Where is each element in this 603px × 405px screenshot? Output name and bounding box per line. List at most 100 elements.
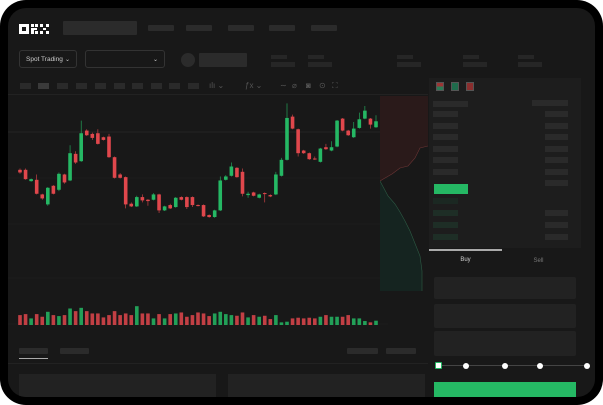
tab-order-history[interactable] (60, 348, 89, 354)
ask-row-price[interactable] (433, 146, 458, 152)
ask-row-price[interactable] (433, 134, 458, 140)
divider (8, 94, 428, 95)
book-asks-view-icon[interactable] (466, 82, 474, 91)
volume-bar (129, 315, 134, 325)
pair-selector[interactable]: ⌄ (85, 50, 165, 68)
amount-input[interactable] (434, 304, 576, 328)
depth-bids (380, 181, 422, 291)
volume-bar (73, 311, 78, 325)
volume-bar (84, 311, 89, 325)
bid-row-price[interactable] (433, 234, 458, 240)
candlestick-chart[interactable] (8, 96, 388, 346)
ask-row-amount[interactable] (545, 146, 568, 152)
volume-bar (157, 314, 161, 325)
ask-row-price[interactable] (433, 111, 458, 117)
slider-mark-100[interactable] (584, 363, 590, 369)
indicator-icon[interactable]: ƒx ⌄ (245, 81, 263, 90)
candle-body (173, 197, 178, 208)
amount-slider-track[interactable] (439, 365, 587, 366)
tab-sell[interactable]: Sell (533, 258, 544, 264)
volume-bar (123, 313, 128, 325)
nav-item[interactable] (311, 25, 337, 31)
nav-item[interactable] (186, 25, 212, 31)
ask-row-amount[interactable] (545, 180, 568, 186)
total-input[interactable] (434, 331, 576, 356)
bid-row-amount[interactable] (545, 234, 568, 240)
ask-row-price[interactable] (433, 123, 458, 129)
candle-body (324, 147, 328, 150)
book-bids-view-icon[interactable] (451, 82, 459, 91)
candle-type-icon[interactable]: ılı ⌄ (209, 81, 225, 90)
ask-row-amount[interactable] (545, 134, 568, 140)
volume-bar (62, 315, 67, 325)
buy-button[interactable] (434, 382, 576, 397)
ask-row-amount[interactable] (545, 111, 568, 117)
candle-body (257, 194, 261, 198)
candle-body (368, 118, 373, 125)
ask-row-amount[interactable] (545, 157, 568, 163)
market-selector[interactable]: Spot Trading ⌄ (19, 50, 77, 68)
ruler-icon[interactable]: ⌀ (292, 81, 297, 90)
candle-body (101, 137, 106, 140)
tab-buy[interactable]: Buy (460, 257, 471, 263)
settings-icon[interactable]: ⊙ (319, 81, 326, 90)
bid-row-price[interactable] (433, 198, 458, 204)
book-both-view-icon[interactable] (436, 82, 444, 91)
volume-bar (23, 314, 28, 325)
bid-row-amount[interactable] (545, 222, 568, 228)
volume-bar (313, 318, 317, 325)
candle-body (313, 158, 317, 160)
ask-row-price[interactable] (433, 157, 458, 163)
slider-mark-75[interactable] (537, 363, 543, 369)
chevron-down-icon: ⌄ (152, 56, 158, 63)
filter-button[interactable] (347, 348, 378, 354)
volume-bar (240, 312, 245, 325)
interval-button[interactable] (57, 83, 68, 89)
interval-button[interactable] (114, 83, 125, 89)
candle-body (140, 197, 145, 201)
tab-underline (19, 358, 48, 359)
camera-icon[interactable]: ◙ (306, 81, 311, 90)
candle-body (251, 192, 256, 196)
volume-bar (201, 313, 206, 325)
slider-mark-25[interactable] (463, 363, 469, 369)
slider-mark-50[interactable] (502, 363, 508, 369)
candle-body (329, 147, 334, 151)
price-input[interactable] (434, 277, 576, 299)
interval-button[interactable] (188, 83, 199, 89)
interval-button[interactable] (20, 83, 31, 89)
volume-bar (173, 313, 178, 325)
interval-button[interactable] (151, 83, 162, 89)
volume-bar (329, 316, 334, 325)
candle-body (57, 173, 61, 190)
ask-row-price[interactable] (433, 169, 458, 175)
bid-row-amount[interactable] (545, 210, 568, 216)
line-tool-icon[interactable]: ∼ (280, 81, 287, 90)
search-bar[interactable] (63, 21, 137, 35)
tab-open-orders[interactable] (19, 348, 48, 354)
filter-button[interactable] (386, 348, 416, 354)
interval-button[interactable] (169, 83, 180, 89)
volume-bar (196, 312, 200, 325)
nav-item[interactable] (269, 25, 295, 31)
candle-body (318, 148, 323, 162)
okx-logo[interactable] (19, 22, 57, 34)
volume-bar (18, 315, 22, 325)
ask-row-amount[interactable] (545, 123, 568, 129)
volume-bar (218, 311, 223, 325)
candle-body (29, 179, 33, 182)
stat-label (397, 55, 413, 59)
interval-button[interactable] (132, 83, 143, 89)
interval-button[interactable] (76, 83, 87, 89)
ask-row-amount[interactable] (545, 169, 568, 175)
nav-item[interactable] (148, 25, 174, 31)
interval-button[interactable] (95, 83, 106, 89)
bid-row-price[interactable] (433, 210, 458, 216)
bid-row-price[interactable] (433, 222, 458, 228)
volume-bar (251, 315, 256, 325)
amount-slider-handle[interactable] (435, 362, 442, 369)
interval-button[interactable] (38, 83, 49, 89)
candle-body (73, 153, 78, 163)
nav-item[interactable] (228, 25, 254, 31)
fullscreen-icon[interactable]: ⛶ (332, 81, 338, 90)
